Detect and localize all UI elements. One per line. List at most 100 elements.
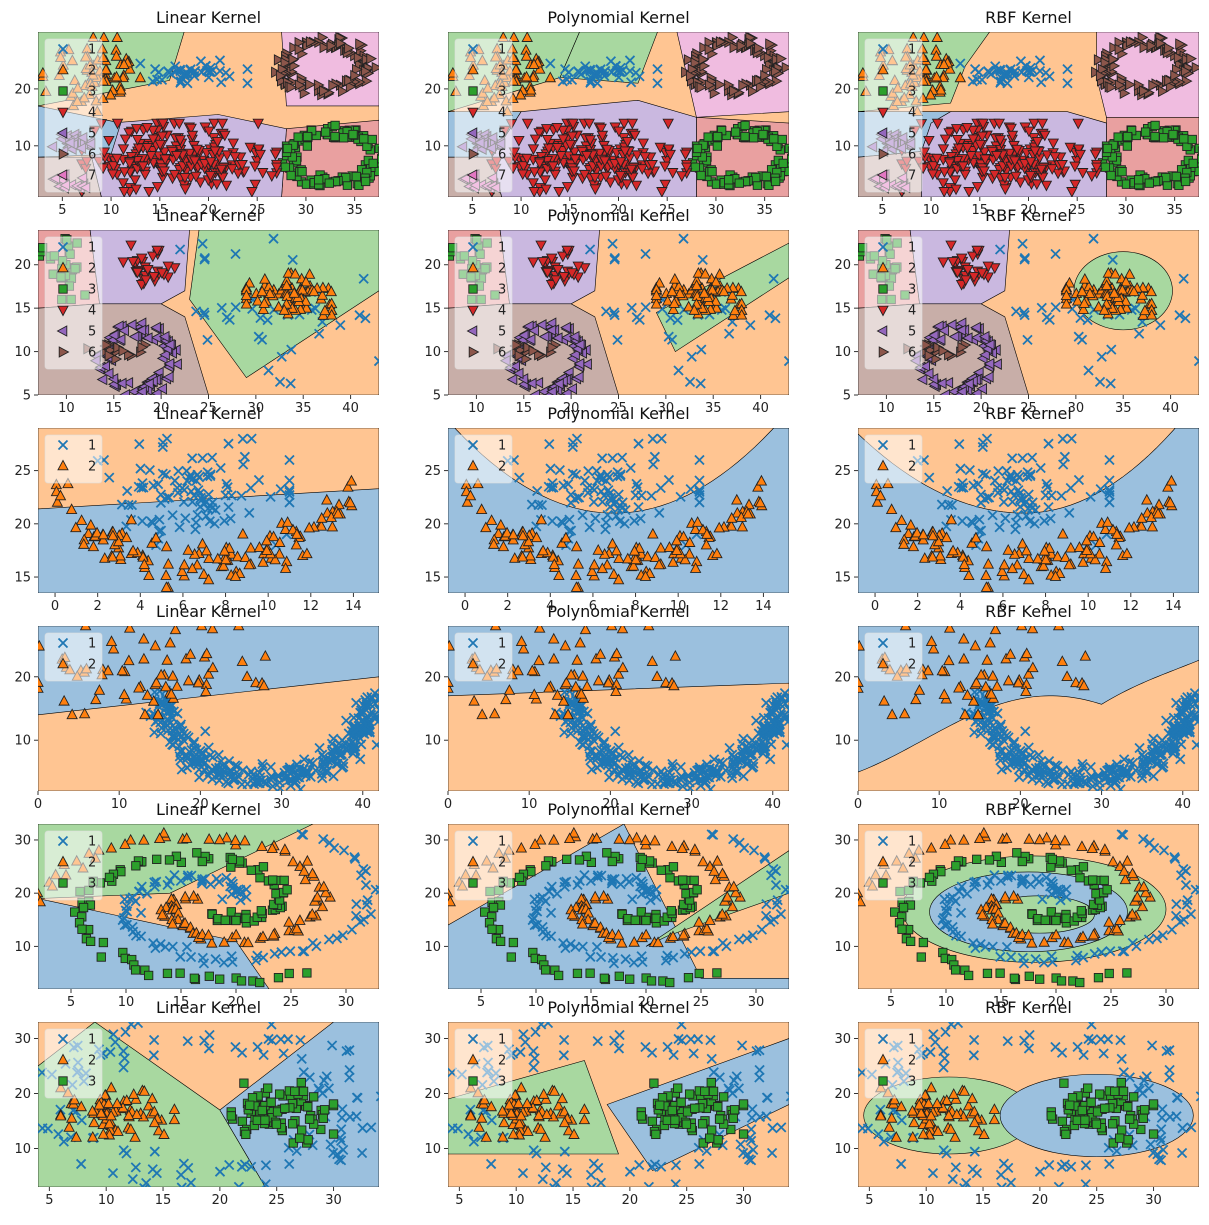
- point-series-2: [934, 549, 946, 561]
- point-series-2: [316, 289, 329, 300]
- point-series-1: [571, 433, 583, 444]
- point-series-1: [174, 244, 186, 255]
- point-series-2: [91, 526, 103, 538]
- point-series-1: [685, 483, 696, 495]
- point-series-6: [1158, 85, 1169, 97]
- point-series-1: [977, 468, 988, 479]
- point-series-1: [614, 766, 625, 778]
- point-series-1: [1104, 774, 1115, 785]
- point-series-5: [942, 376, 954, 389]
- x-tick-label: 12: [303, 599, 320, 614]
- point-series-2: [980, 680, 992, 692]
- point-series-2: [475, 503, 488, 514]
- point-series-1: [592, 475, 603, 487]
- point-series-1: [1043, 438, 1054, 449]
- x-tick-label: 0: [444, 797, 452, 812]
- point-series-1: [1107, 254, 1118, 265]
- point-series-2: [958, 558, 971, 569]
- point-series-2: [1098, 304, 1111, 315]
- y-tick-label: 5: [433, 389, 441, 404]
- point-series-2: [54, 489, 67, 501]
- point-series-2: [1146, 520, 1159, 532]
- y-tick-label: 20: [14, 258, 31, 273]
- point-series-4: [143, 187, 155, 197]
- point-series-6: [294, 79, 306, 91]
- x-tick-label: 15: [972, 203, 989, 218]
- point-series-6: [699, 41, 711, 54]
- point-series-1: [667, 758, 678, 770]
- legend-marker-3: [878, 284, 888, 294]
- point-series-1: [546, 482, 557, 493]
- point-series-1: [728, 756, 739, 767]
- point-series-1: [559, 687, 570, 698]
- point-series-2: [1123, 521, 1135, 533]
- point-series-1: [149, 877, 160, 888]
- point-series-1: [257, 758, 268, 770]
- point-series-4: [545, 253, 558, 265]
- y-tick-label: 5: [23, 389, 31, 404]
- point-series-1: [1085, 774, 1097, 785]
- point-series-4: [159, 154, 171, 166]
- subplot-title: Polynomial Kernel: [547, 404, 689, 423]
- point-series-4: [111, 118, 124, 130]
- point-series-4: [130, 124, 143, 135]
- y-tick-label: 10: [834, 734, 851, 749]
- point-series-2: [1057, 527, 1069, 539]
- point-series-6: [931, 353, 943, 365]
- point-series-2: [1078, 297, 1091, 308]
- x-tick-label: 35: [346, 203, 363, 218]
- point-series-1: [632, 482, 643, 493]
- point-series-1: [304, 756, 315, 768]
- point-series-4: [1024, 157, 1037, 168]
- point-series-2: [315, 512, 328, 523]
- point-series-1: [205, 469, 216, 480]
- point-series-4: [156, 131, 168, 143]
- y-tick-label: 10: [14, 734, 31, 749]
- point-series-1: [182, 872, 193, 883]
- point-series-4: [1029, 146, 1041, 158]
- point-series-1: [987, 725, 998, 736]
- point-series-3: [712, 141, 722, 151]
- point-series-4: [947, 257, 959, 268]
- point-series-1: [203, 742, 214, 753]
- point-series-1: [577, 510, 588, 521]
- point-series-1: [779, 687, 789, 699]
- point-series-1: [267, 781, 278, 791]
- point-series-5: [525, 377, 537, 390]
- point-series-2: [661, 294, 674, 306]
- point-series-2: [925, 635, 938, 647]
- point-series-1: [188, 490, 200, 501]
- point-series-2: [1145, 285, 1158, 297]
- point-series-1: [1065, 482, 1076, 494]
- point-series-1: [564, 514, 575, 525]
- point-series-1: [197, 238, 208, 249]
- point-series-1: [1045, 513, 1056, 524]
- point-series-6: [760, 69, 771, 82]
- point-series-2: [674, 287, 686, 299]
- point-series-5: [573, 358, 585, 370]
- legend-marker-6: [58, 148, 70, 160]
- point-series-1: [1094, 376, 1106, 388]
- point-series-1: [219, 515, 230, 526]
- point-series-1: [633, 756, 645, 767]
- point-series-2: [237, 527, 249, 539]
- x-tick-label: 15: [152, 203, 169, 218]
- point-series-2: [501, 526, 513, 538]
- point-series-4: [939, 134, 952, 146]
- point-series-6: [294, 36, 306, 49]
- point-series-5: [535, 319, 547, 331]
- subplot-title: RBF Kernel: [985, 602, 1072, 621]
- point-series-1: [942, 485, 953, 497]
- point-series-1: [964, 464, 975, 476]
- point-series-2: [75, 514, 88, 525]
- point-series-2: [551, 689, 564, 700]
- point-series-6: [1100, 57, 1112, 69]
- point-series-1: [615, 469, 626, 480]
- point-series-6: [1095, 69, 1107, 82]
- point-series-6: [709, 87, 721, 99]
- point-series-1: [1044, 71, 1055, 82]
- point-series-1: [1020, 726, 1031, 737]
- legend-marker-4: [467, 107, 479, 119]
